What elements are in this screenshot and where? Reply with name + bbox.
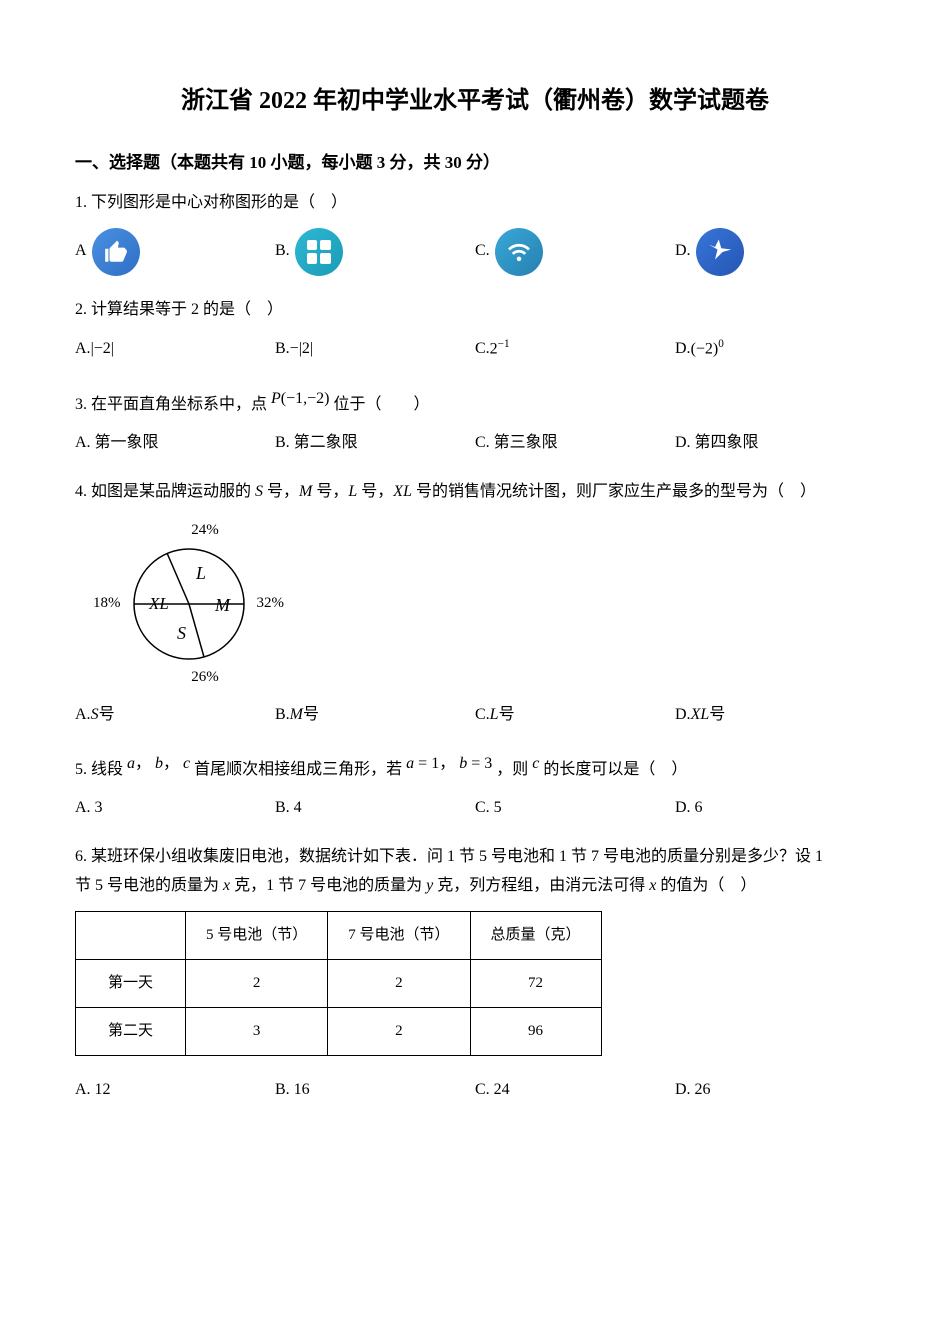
q2-d-label: D. [675, 335, 691, 364]
bird-icon [696, 228, 744, 276]
table-cell: 72 [470, 959, 601, 1007]
question-6: 6. 某班环保小组收集废旧电池，数据统计如下表．问 1 节 5 号电池和 1 节… [75, 843, 875, 1109]
section-1-header: 一、选择题（本题共有 10 小题，每小题 3 分，共 30 分） [75, 148, 875, 179]
q3-option-d: D. 第四象限 [675, 429, 875, 458]
q4-option-c: C. L 号 [475, 701, 675, 730]
q3-text: 3. 在平面直角坐标系中，点 P(−1,−2) 位于（ ） [75, 385, 875, 420]
pie-top-pct: 24% [105, 517, 305, 544]
q2-options: A. |−2| B. −|2| C. 2−1 D. (−2)0 [75, 334, 875, 369]
q4-text: 4. 如图是某品牌运动服的 S 号，M 号，L 号，XL 号的销售情况统计图，则… [75, 478, 875, 507]
q3-option-b: B. 第二象限 [275, 429, 475, 458]
q1-options: A B. C. D. [75, 228, 875, 281]
q3-option-a: A. 第一象限 [75, 429, 275, 458]
q1-c-label: C. [475, 237, 490, 266]
table-cell: 3 [186, 1007, 328, 1055]
q2-option-b: B. −|2| [275, 335, 475, 364]
q4-l: L [348, 483, 357, 500]
q2-a-label: A. [75, 335, 91, 364]
q2-d-val: (−2)0 [691, 334, 724, 364]
q5-option-a: A. 3 [75, 794, 275, 823]
q5-option-c: C. 5 [475, 794, 675, 823]
table-header-3: 总质量（克） [470, 911, 601, 959]
q4-option-a: A. S 号 [75, 701, 275, 730]
table-cell: 96 [470, 1007, 601, 1055]
q1-b-label: B. [275, 237, 290, 266]
pie-label-L: L [195, 563, 206, 583]
q2-option-c: C. 2−1 [475, 334, 675, 364]
table-header-2: 7 号电池（节） [328, 911, 470, 959]
table-header-row: 5 号电池（节） 7 号电池（节） 总质量（克） [76, 911, 602, 959]
table-header-0 [76, 911, 186, 959]
q3-post: 位于（ ） [334, 396, 430, 413]
q4-post: 号的销售情况统计图，则厂家应生产最多的型号为（ ） [412, 483, 816, 500]
q1-text: 1. 下列图形是中心对称图形的是（ ） [75, 189, 875, 218]
q1-option-a: A [75, 228, 275, 276]
question-2: 2. 计算结果等于 2 的是（ ） A. |−2| B. −|2| C. 2−1… [75, 296, 875, 370]
pie-label-S: S [177, 623, 186, 643]
q4-option-b: B. M 号 [275, 701, 475, 730]
q2-option-a: A. |−2| [75, 335, 275, 364]
grid-icon [295, 228, 343, 276]
pie-label-M: M [214, 595, 231, 615]
q4-m: M [299, 483, 312, 500]
pie-right-pct: 32% [257, 590, 285, 617]
q1-option-b: B. [275, 228, 475, 276]
question-4: 4. 如图是某品牌运动服的 S 号，M 号，L 号，XL 号的销售情况统计图，则… [75, 478, 875, 735]
q2-text: 2. 计算结果等于 2 的是（ ） [75, 296, 875, 325]
exam-title: 浙江省 2022 年初中学业水平考试（衢州卷）数学试题卷 [75, 80, 875, 123]
q6-option-c: C. 24 [475, 1076, 675, 1105]
q6-option-d: D. 26 [675, 1076, 875, 1105]
wifi-icon [495, 228, 543, 276]
thumbs-up-icon [92, 228, 140, 276]
q3-options: A. 第一象限 B. 第二象限 C. 第三象限 D. 第四象限 [75, 429, 875, 463]
q6-options: A. 12 B. 16 C. 24 D. 26 [75, 1076, 875, 1110]
pie-bottom-pct: 26% [105, 664, 305, 691]
q5-options: A. 3 B. 4 C. 5 D. 6 [75, 794, 875, 828]
table-cell: 2 [186, 959, 328, 1007]
q3-option-c: C. 第三象限 [475, 429, 675, 458]
q4-s: S [255, 483, 263, 500]
q5-option-b: B. 4 [275, 794, 475, 823]
q6-option-b: B. 16 [275, 1076, 475, 1105]
table-cell: 第二天 [76, 1007, 186, 1055]
pie-label-XL: XL [148, 594, 169, 613]
pie-svg: L XL M S [129, 544, 249, 664]
q4-pre: 4. 如图是某品牌运动服的 [75, 483, 255, 500]
q1-option-d: D. [675, 228, 875, 276]
q4-option-d: D. XL 号 [675, 701, 875, 730]
q1-d-label: D. [675, 237, 691, 266]
question-1: 1. 下列图形是中心对称图形的是（ ） A B. C. D. [75, 189, 875, 281]
battery-table: 5 号电池（节） 7 号电池（节） 总质量（克） 第一天 2 2 72 第二天 … [75, 911, 602, 1056]
q1-a-label: A [75, 237, 87, 266]
table-header-1: 5 号电池（节） [186, 911, 328, 959]
q1-option-c: C. [475, 228, 675, 276]
q6-line2: 节 5 号电池的质量为 x 克，1 节 7 号电池的质量为 y 克，列方程组，由… [75, 872, 875, 901]
question-5: 5. 线段 a， b， c 首尾顺次相接组成三角形，若 a = 1， b = 3… [75, 750, 875, 829]
pie-chart: 24% 18% L XL M S 32% 26% [85, 517, 305, 691]
q6-line1: 6. 某班环保小组收集废旧电池，数据统计如下表．问 1 节 5 号电池和 1 节… [75, 843, 875, 872]
q2-c-val: 2−1 [490, 334, 510, 364]
table-row: 第二天 3 2 96 [76, 1007, 602, 1055]
q2-a-val: |−2| [91, 335, 114, 364]
q3-point: P(−1,−2) [271, 390, 329, 407]
table-cell: 2 [328, 959, 470, 1007]
q2-c-label: C. [475, 335, 490, 364]
q4-xl: XL [393, 483, 412, 500]
pie-left-pct: 18% [93, 590, 121, 617]
q2-b-val: −|2| [290, 335, 313, 364]
q2-b-label: B. [275, 335, 290, 364]
table-cell: 第一天 [76, 959, 186, 1007]
question-3: 3. 在平面直角坐标系中，点 P(−1,−2) 位于（ ） A. 第一象限 B.… [75, 385, 875, 464]
table-row: 第一天 2 2 72 [76, 959, 602, 1007]
q5-option-d: D. 6 [675, 794, 875, 823]
table-cell: 2 [328, 1007, 470, 1055]
q5-text: 5. 线段 a， b， c 首尾顺次相接组成三角形，若 a = 1， b = 3… [75, 750, 875, 785]
q3-pre: 3. 在平面直角坐标系中，点 [75, 396, 267, 413]
q2-option-d: D. (−2)0 [675, 334, 875, 364]
q6-option-a: A. 12 [75, 1076, 275, 1105]
q6-text: 6. 某班环保小组收集废旧电池，数据统计如下表．问 1 节 5 号电池和 1 节… [75, 843, 875, 901]
q4-options: A. S 号 B. M 号 C. L 号 D. XL 号 [75, 701, 875, 735]
